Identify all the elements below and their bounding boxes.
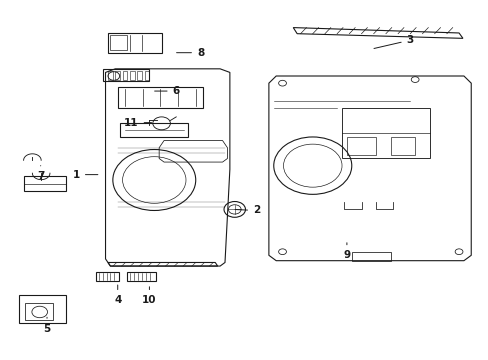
Bar	[96, 272, 119, 281]
Bar	[346, 137, 375, 155]
Bar	[137, 71, 142, 80]
Bar	[110, 36, 127, 50]
Text: 3: 3	[373, 35, 413, 49]
Bar	[130, 71, 135, 80]
Text: 2: 2	[235, 206, 260, 216]
Text: 4: 4	[114, 285, 121, 305]
Bar	[108, 71, 113, 80]
Text: 6: 6	[154, 86, 180, 96]
Bar	[390, 137, 414, 155]
Bar	[127, 272, 156, 281]
Bar	[351, 252, 390, 261]
Text: 7: 7	[37, 166, 44, 181]
Bar	[341, 108, 429, 158]
Text: 9: 9	[343, 243, 350, 260]
Text: 8: 8	[176, 48, 204, 58]
Bar	[108, 33, 161, 53]
Bar	[24, 176, 65, 192]
Bar	[120, 123, 188, 137]
Text: 10: 10	[142, 287, 156, 305]
Text: 11: 11	[124, 118, 151, 128]
Bar	[115, 71, 120, 80]
Text: 5: 5	[43, 317, 51, 334]
Bar	[144, 71, 149, 80]
Text: 1: 1	[73, 170, 98, 180]
Bar	[103, 69, 149, 81]
Bar	[118, 87, 203, 108]
Bar	[122, 71, 127, 80]
Bar	[25, 303, 53, 320]
Bar	[19, 295, 65, 323]
